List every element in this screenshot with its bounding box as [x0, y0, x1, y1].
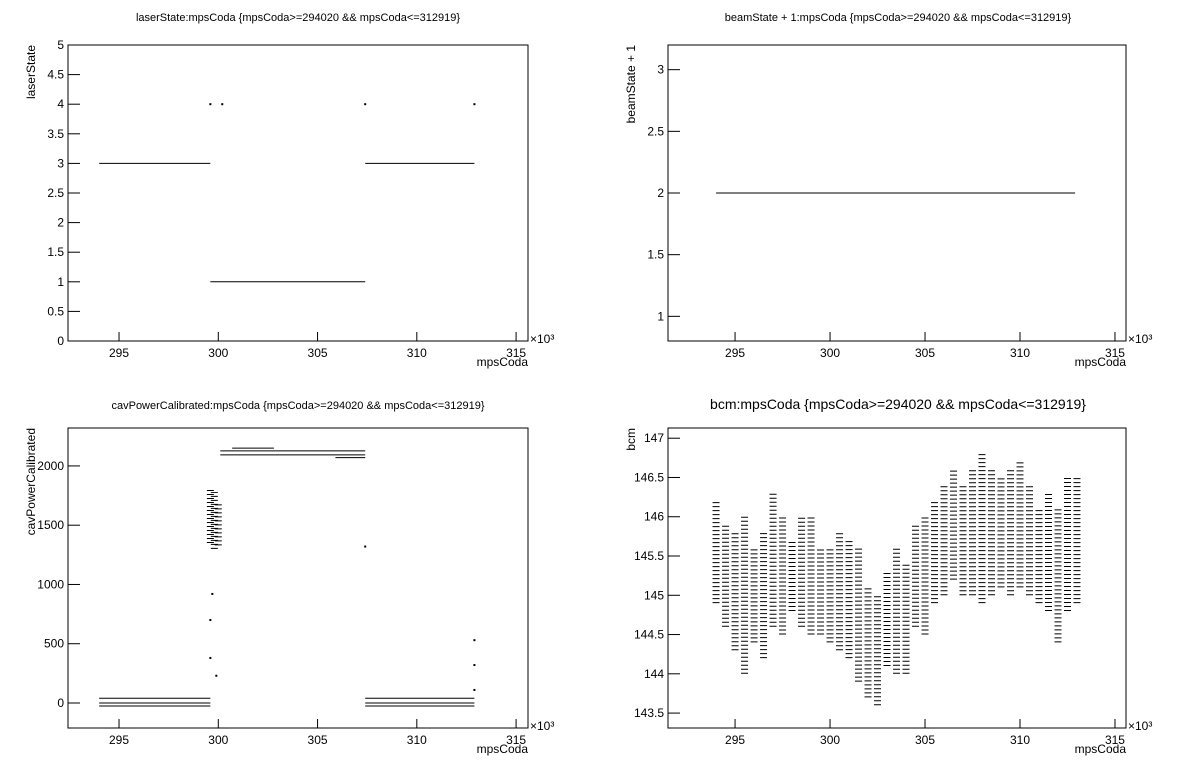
y-tick-label: 5 [57, 38, 64, 52]
point [364, 103, 367, 106]
y-tick-label: 2 [57, 216, 64, 230]
y-tick-label: 1 [657, 309, 664, 323]
point [473, 639, 476, 642]
y-tick-label: 3 [57, 156, 64, 170]
y-tick-label: 2.5 [47, 186, 64, 200]
y-tick-label: 145.5 [634, 549, 664, 563]
plot-frame [67, 44, 529, 342]
x-tick-label: 315 [506, 733, 526, 747]
point [473, 103, 476, 106]
x-tick-label: 315 [1105, 733, 1125, 747]
y-tick-label: 147 [644, 431, 664, 445]
y-tick-label: 2.5 [647, 124, 664, 138]
y-tick-label: 0 [57, 696, 64, 710]
point [209, 656, 212, 659]
x-tick-label: 295 [725, 733, 745, 747]
point [215, 674, 218, 677]
x-tick-label: 305 [915, 733, 935, 747]
point [221, 103, 224, 106]
x-tick-label: 315 [506, 346, 526, 360]
y-tick-label: 3 [657, 63, 664, 77]
y-tick-label: 144 [644, 667, 664, 681]
y-tick-label: 3.5 [47, 127, 64, 141]
y-axis-title: beamState + 1 [624, 45, 638, 124]
x-tick-label: 310 [407, 733, 427, 747]
point [473, 688, 476, 691]
x-tick-label: 300 [208, 733, 228, 747]
point [209, 103, 212, 106]
y-tick-label: 4 [57, 97, 64, 111]
y-tick-label: 1000 [37, 577, 64, 591]
y-tick-label: 500 [44, 637, 64, 651]
y-tick-label: 145 [644, 588, 664, 602]
y-tick-label: 1500 [37, 518, 64, 532]
point [209, 619, 212, 622]
y-tick-label: 4.5 [47, 68, 64, 82]
y-tick-label: 2 [657, 186, 664, 200]
chart-title: bcm:mpsCoda {mpsCoda>=294020 && mpsCoda<… [710, 396, 1086, 412]
x-tick-label: 295 [109, 346, 129, 360]
y-tick-label: 1.5 [47, 245, 64, 259]
x-tick-label: 300 [820, 346, 840, 360]
y-axis-title: bcm [624, 428, 638, 451]
y-tick-label: 1 [57, 275, 64, 289]
chart-title: cavPowerCalibrated:mpsCoda {mpsCoda>=294… [111, 400, 484, 412]
x-tick-label: 305 [915, 346, 935, 360]
y-tick-label: 146.5 [634, 470, 664, 484]
x-multiplier: ×10³ [1128, 332, 1152, 346]
y-tick-label: 1.5 [647, 248, 664, 262]
chart-title: beamState + 1:mpsCoda {mpsCoda>=294020 &… [725, 12, 1072, 24]
x-tick-label: 295 [109, 733, 129, 747]
chart-title: laserState:mpsCoda {mpsCoda>=294020 && m… [136, 12, 460, 24]
point [364, 545, 367, 548]
y-tick-label: 143.5 [634, 706, 664, 720]
x-tick-label: 310 [1010, 346, 1030, 360]
x-tick-label: 310 [407, 346, 427, 360]
point [473, 664, 476, 667]
x-axis-title: mpsCoda [477, 742, 529, 756]
y-tick-label: 144.5 [634, 628, 664, 642]
x-multiplier: ×10³ [530, 719, 554, 733]
plot-frame [67, 427, 529, 729]
point [211, 592, 214, 595]
y-tick-label: 0 [57, 334, 64, 348]
x-axis-title: mpsCoda [477, 355, 529, 369]
x-tick-label: 315 [1105, 346, 1125, 360]
x-axis-title: mpsCoda [1075, 355, 1127, 369]
x-axis-title: mpsCoda [1075, 742, 1127, 756]
y-tick-label: 146 [644, 510, 664, 524]
x-tick-label: 300 [820, 733, 840, 747]
x-multiplier: ×10³ [530, 332, 554, 346]
y-axis-title: laserState [24, 45, 38, 99]
plot-frame [667, 427, 1127, 729]
y-axis-title: cavPowerCalibrated [24, 428, 38, 535]
x-tick-label: 310 [1010, 733, 1030, 747]
x-tick-label: 295 [725, 346, 745, 360]
x-tick-label: 300 [208, 346, 228, 360]
x-tick-label: 305 [308, 346, 328, 360]
y-tick-label: 0.5 [47, 304, 64, 318]
x-multiplier: ×10³ [1128, 719, 1152, 733]
x-tick-label: 305 [308, 733, 328, 747]
y-tick-label: 2000 [37, 459, 64, 473]
